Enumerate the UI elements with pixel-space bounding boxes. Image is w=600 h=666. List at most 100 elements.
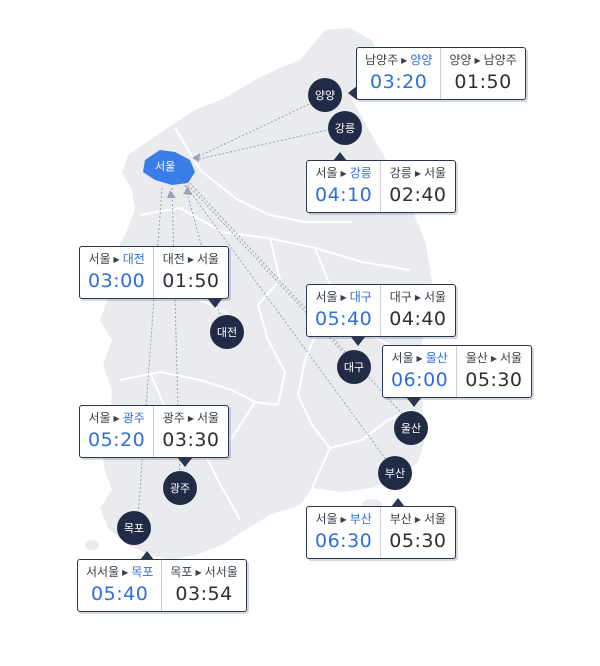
route-arrow-icon: ▶	[113, 414, 120, 423]
inbound-time: 02:40	[389, 184, 447, 206]
outbound-column: 서서울 ▶ 목포 05:40	[78, 560, 161, 611]
inbound-column: 울산 ▶ 서울 05:30	[456, 346, 530, 397]
card-pointer	[140, 551, 154, 560]
city-marker-gwangju[interactable]: 광주	[163, 471, 197, 505]
route-to: 서울	[423, 290, 447, 304]
route-from: 대전	[162, 252, 185, 266]
city-label: 양양	[314, 89, 336, 102]
outbound-route: 서울 ▶ 대구	[315, 289, 371, 307]
route-from: 서울	[391, 351, 414, 365]
route-arrow-icon: ▶	[340, 169, 347, 178]
route-arrow-icon: ▶	[401, 56, 408, 65]
inbound-time: 01:50	[454, 71, 512, 93]
route-arrow-icon: ▶	[195, 568, 202, 577]
route-to: 서울	[423, 166, 447, 180]
route-arrow-icon: ▶	[187, 255, 194, 264]
route-from: 울산	[465, 351, 488, 365]
route-to: 목포	[131, 565, 154, 579]
outbound-time: 04:10	[315, 184, 373, 206]
outbound-route: 서울 ▶ 울산	[391, 350, 447, 368]
route-from: 강릉	[389, 166, 412, 180]
city-marker-daejeon[interactable]: 대전	[210, 315, 244, 349]
travel-card-daegu: 서울 ▶ 대구 05:40 대구 ▶ 서울 04:40	[306, 284, 456, 346]
outbound-time: 03:00	[88, 270, 146, 292]
city-label: 부산	[384, 467, 406, 480]
inbound-column: 양양 ▶ 남양주 01:50	[440, 48, 524, 99]
city-marker-mokpo[interactable]: 목포	[117, 511, 151, 545]
inbound-time: 01:50	[162, 270, 220, 292]
inbound-column: 부산 ▶ 서울 05:30	[380, 507, 454, 558]
route-arrow-icon: ▶	[416, 354, 423, 363]
route-from: 대구	[389, 290, 412, 304]
route-from: 서울	[88, 411, 111, 425]
card-pointer	[407, 398, 421, 407]
travel-card-busan: 서울 ▶ 부산 06:30 부산 ▶ 서울 05:30	[306, 498, 456, 559]
outbound-route: 서울 ▶ 강릉	[315, 165, 371, 183]
route-to: 남양주	[483, 53, 517, 67]
outbound-route: 서울 ▶ 부산	[315, 511, 371, 529]
inbound-route: 양양 ▶ 남양주	[449, 52, 516, 70]
outbound-column: 서울 ▶ 부산 06:30	[307, 507, 380, 558]
card-pointer	[333, 152, 347, 161]
card-pointer	[391, 498, 405, 507]
route-arrow-icon: ▶	[187, 414, 194, 423]
inbound-column: 목포 ▶ 서서울 03:54	[161, 560, 245, 611]
travel-card-mokpo: 서서울 ▶ 목포 05:40 목포 ▶ 서서울 03:54	[77, 551, 247, 612]
route-to: 서울	[196, 411, 220, 425]
route-lines	[137, 99, 409, 519]
route-from: 양양	[449, 53, 472, 67]
inbound-time: 04:40	[389, 308, 447, 330]
route-to: 서울	[423, 512, 447, 526]
inbound-route: 대구 ▶ 서울	[390, 289, 446, 307]
outbound-route: 서울 ▶ 광주	[88, 410, 144, 428]
inbound-column: 광주 ▶ 서울 03:30	[153, 406, 227, 457]
route-to: 서서울	[204, 565, 238, 579]
route-arrow-icon: ▶	[340, 515, 347, 524]
inbound-route: 부산 ▶ 서울	[390, 511, 446, 529]
route-from: 부산	[389, 512, 412, 526]
route-to: 대구	[349, 290, 372, 304]
city-marker-busan[interactable]: 부산	[378, 456, 412, 490]
card-pointer	[351, 337, 365, 346]
travel-card-daejeon: 서울 ▶ 대전 03:00 대전 ▶ 서울 01:50	[79, 246, 229, 308]
outbound-route: 서서울 ▶ 목포	[86, 564, 153, 582]
outbound-time: 03:20	[370, 71, 428, 93]
route-to: 강릉	[349, 166, 372, 180]
city-marker-ulsan[interactable]: 울산	[394, 411, 428, 445]
outbound-time: 06:00	[391, 369, 449, 391]
inbound-route: 광주 ▶ 서울	[163, 410, 219, 428]
route-from: 서울	[315, 512, 338, 526]
city-label: 대구	[343, 361, 365, 374]
card-pointer	[208, 299, 222, 308]
outbound-time: 06:30	[315, 530, 373, 552]
route-to: 울산	[425, 351, 448, 365]
seoul-shape	[143, 150, 195, 185]
route-from: 광주	[162, 411, 185, 425]
city-marker-daegu[interactable]: 대구	[337, 350, 371, 384]
outbound-column: 서울 ▶ 광주 05:20	[80, 406, 153, 457]
inbound-time: 05:30	[465, 369, 523, 391]
inbound-route: 강릉 ▶ 서울	[390, 165, 446, 183]
inbound-column: 대구 ▶ 서울 04:40	[380, 285, 454, 336]
route-from: 서울	[315, 290, 338, 304]
city-label: 광주	[169, 482, 191, 495]
outbound-route: 남양주 ▶ 양양	[365, 52, 432, 70]
inbound-time: 05:30	[389, 530, 447, 552]
card-pointer	[178, 458, 192, 467]
route-to: 서울	[196, 252, 220, 266]
route-arrowheads	[167, 153, 200, 198]
origin-label-seoul: 서울	[155, 160, 176, 173]
route-from: 서서울	[86, 565, 120, 579]
inbound-time: 03:30	[162, 429, 220, 451]
city-marker-yangyang[interactable]: 양양	[308, 78, 342, 112]
outbound-column: 남양주 ▶ 양양 03:20	[357, 48, 440, 99]
travel-card-gangneung: 서울 ▶ 강릉 04:10 강릉 ▶ 서울 02:40	[306, 152, 456, 213]
travel-card-yangyang: 남양주 ▶ 양양 03:20 양양 ▶ 남양주 01:50	[348, 47, 526, 100]
city-label: 대전	[216, 326, 238, 339]
inbound-route: 목포 ▶ 서서울	[170, 564, 237, 582]
route-to: 양양	[410, 53, 433, 67]
city-marker-gangneung[interactable]: 강릉	[328, 111, 362, 145]
route-from: 서울	[88, 252, 111, 266]
card-pointer	[348, 86, 357, 100]
route-arrow-icon: ▶	[490, 354, 497, 363]
